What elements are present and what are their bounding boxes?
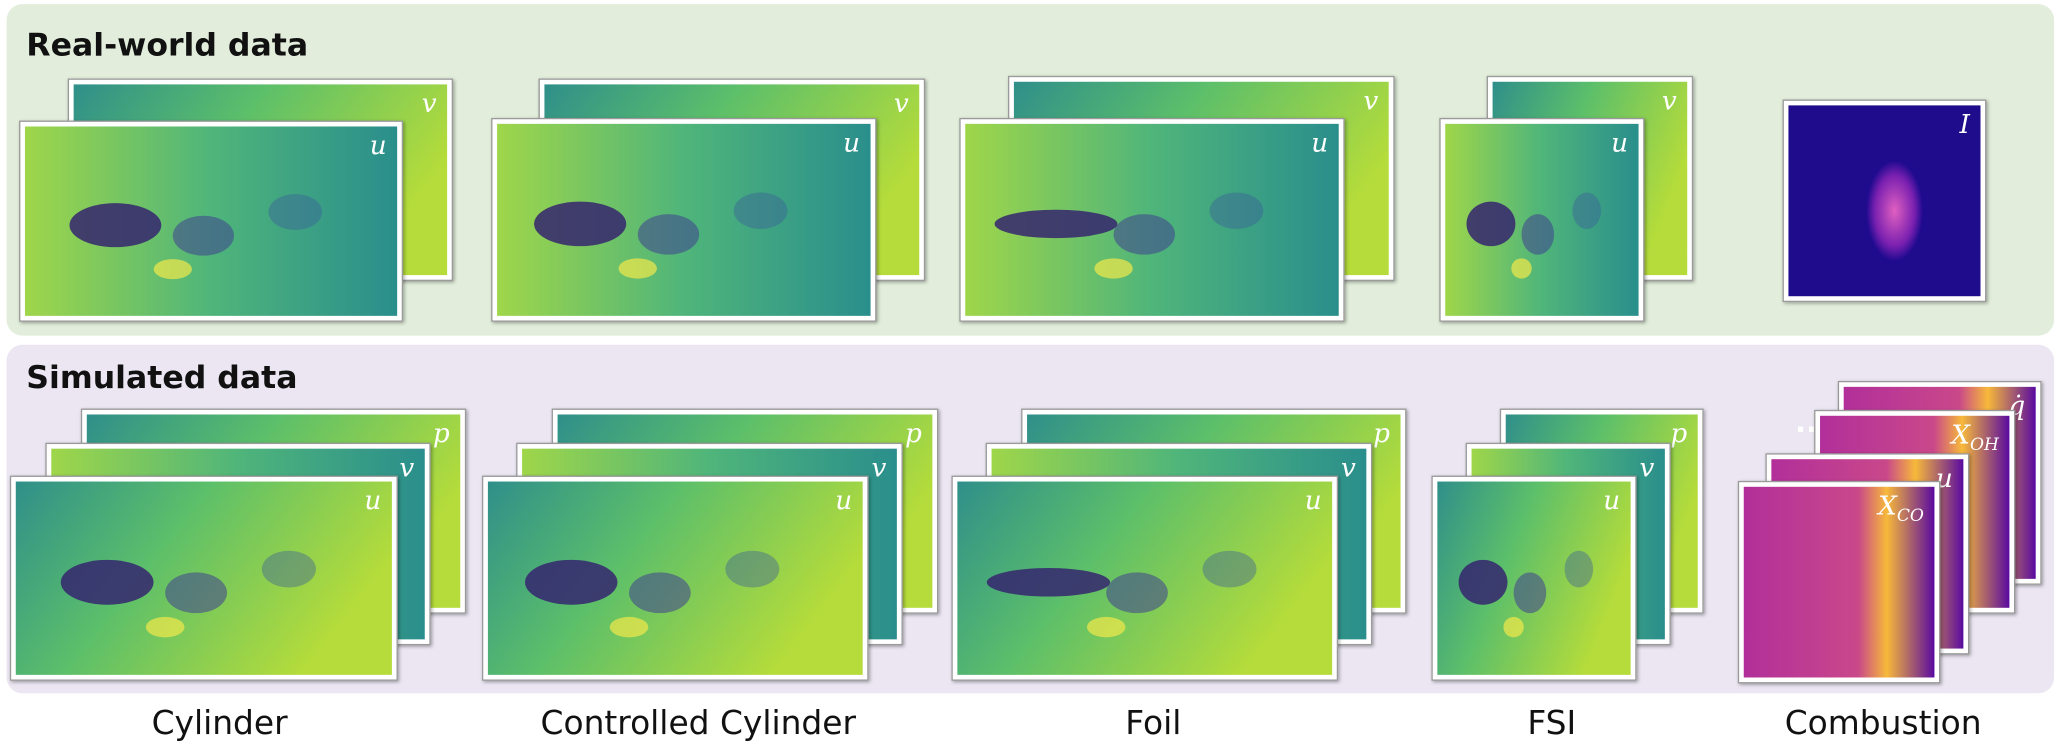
wake <box>1113 214 1176 255</box>
field-label: v <box>1341 453 1356 483</box>
wake <box>1458 559 1508 605</box>
field-label: XOH <box>1949 420 2000 455</box>
wake <box>525 559 618 605</box>
wake <box>268 194 323 231</box>
flame <box>1866 160 1923 262</box>
wake <box>261 550 316 588</box>
field-subscript: OH <box>1970 435 2000 455</box>
field-label: u <box>843 128 860 158</box>
field-label: u <box>835 486 852 516</box>
highlight <box>145 616 185 638</box>
field-label: v <box>1639 453 1654 483</box>
wake <box>1564 550 1594 588</box>
field-label: u <box>1305 486 1322 516</box>
wake <box>629 572 691 614</box>
wake <box>725 550 780 588</box>
highlight <box>153 259 192 280</box>
wake <box>60 559 154 605</box>
field-label: u <box>364 486 381 516</box>
wake <box>1209 192 1264 229</box>
field-label: v <box>1363 86 1378 116</box>
wake <box>1572 192 1602 229</box>
field-label: u <box>1603 486 1620 516</box>
wake <box>1466 201 1516 247</box>
field-label: u <box>1611 128 1628 158</box>
wake <box>534 201 627 247</box>
highlight <box>1511 258 1532 279</box>
wake <box>637 214 700 255</box>
field-label: v <box>422 89 437 119</box>
section-title: Real-world data <box>26 27 308 63</box>
field-symbol: X <box>1949 420 1971 450</box>
highlight <box>1094 258 1133 279</box>
field-label: u <box>370 131 387 161</box>
wake <box>165 572 228 614</box>
highlight <box>1503 616 1524 638</box>
field-label: XCO <box>1876 491 1924 526</box>
category-label: Cylinder <box>152 703 289 742</box>
wake <box>172 215 235 256</box>
field-label: u <box>1311 128 1328 158</box>
highlight <box>609 616 649 638</box>
category-label: Foil <box>1125 703 1181 742</box>
wake <box>1202 550 1257 588</box>
field-label: p <box>1670 419 1687 449</box>
category-label: Controlled Cylinder <box>541 703 857 742</box>
wake <box>1521 214 1555 255</box>
wake <box>994 209 1118 239</box>
field-symbol: X <box>1876 491 1898 521</box>
field-label: p <box>433 419 450 449</box>
field-label: p <box>1373 419 1390 449</box>
field-subscript: CO <box>1897 506 1924 526</box>
highlight <box>618 258 657 279</box>
category-label: FSI <box>1527 703 1576 742</box>
wake <box>1513 572 1547 614</box>
highlight <box>1086 616 1126 638</box>
field-label: p <box>905 419 922 449</box>
field-label: v <box>871 453 886 483</box>
category-label: Combustion <box>1785 703 1982 742</box>
wake <box>986 568 1111 597</box>
wake <box>1106 572 1168 614</box>
wake <box>733 192 788 229</box>
section-title: Simulated data <box>26 360 297 396</box>
field-label: v <box>1662 86 1677 116</box>
field-label: v <box>894 89 909 119</box>
field-label: I <box>1959 110 1971 140</box>
wake <box>69 203 162 248</box>
field-label: v <box>399 453 414 483</box>
field-image <box>1743 486 1935 678</box>
